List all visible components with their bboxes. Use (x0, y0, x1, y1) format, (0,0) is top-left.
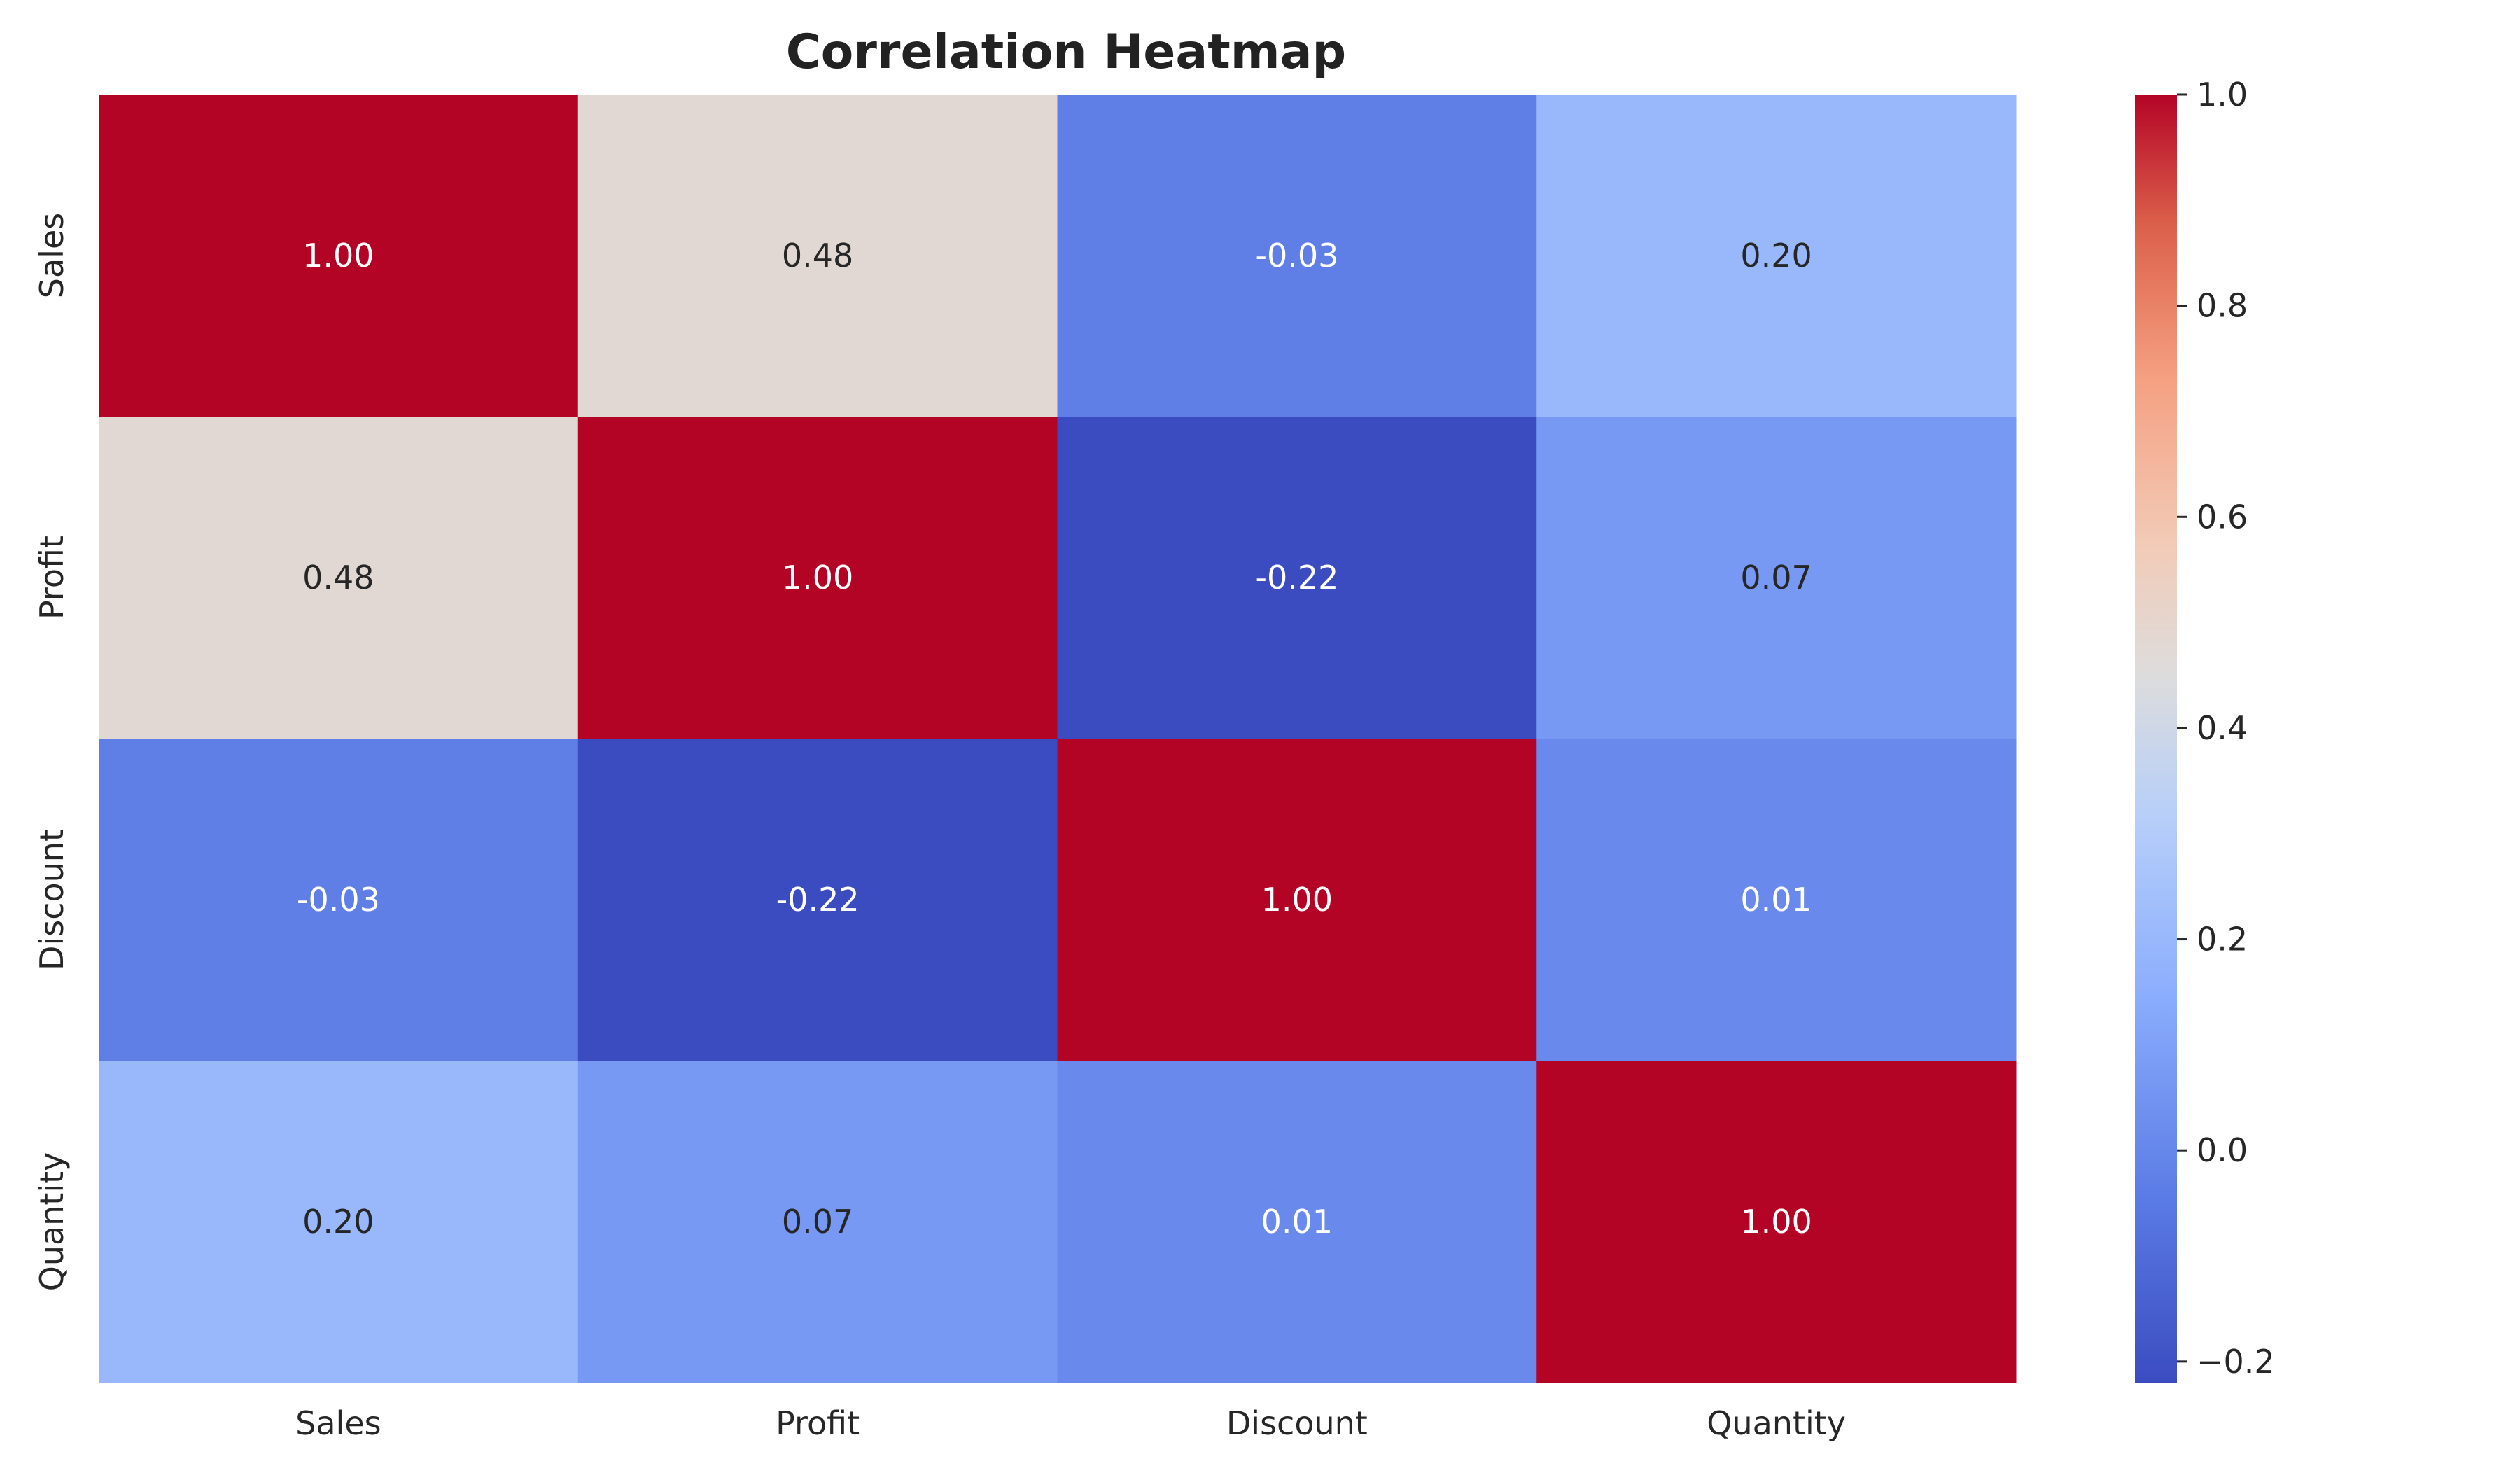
heatmap-cell-label: 0.20 (302, 1203, 374, 1241)
colorbar-tick-label: 0.8 (2197, 287, 2248, 325)
colorbar-ticks: 1.0 0.8 0.6 0.4 0.2 0.0 −0.2 (2177, 76, 2275, 1381)
heatmap-cell-label: 1.00 (1740, 1203, 1812, 1241)
x-tick-label: Quantity (1707, 1404, 1846, 1442)
heatmap-cell-profit-sales (99, 417, 579, 739)
heatmap-cell-sales-sales (99, 95, 579, 417)
heatmap-cell-sales-quantity (1536, 95, 2017, 417)
y-tick-label: Quantity (33, 1152, 71, 1292)
heatmap-cell-label: 0.01 (1740, 881, 1812, 919)
heatmap-cell-label: 0.48 (302, 559, 374, 596)
heatmap-cell-label: 0.07 (1740, 559, 1812, 596)
heatmap-cell-quantity-profit (578, 1061, 1058, 1383)
heatmap-cell-discount-profit (578, 739, 1058, 1061)
y-tick-label: Sales (33, 213, 71, 298)
heatmap-cell-label: -0.22 (776, 881, 860, 919)
heatmap-cell-discount-quantity (1536, 739, 2017, 1061)
heatmap-cell-profit-quantity (1536, 417, 2017, 739)
heatmap-cells (99, 95, 2017, 1383)
heatmap-cell-quantity-sales (99, 1061, 579, 1383)
x-tick-label: Discount (1226, 1404, 1368, 1442)
y-tick-label: Profit (33, 536, 71, 620)
heatmap-cell-label: 1.00 (782, 559, 853, 596)
colorbar-tick-label: −0.2 (2197, 1343, 2275, 1381)
colorbar-tick-label: 0.4 (2197, 709, 2248, 747)
heatmap-cell-label: -0.03 (297, 881, 380, 919)
heatmap-cell-quantity-quantity (1536, 1061, 2017, 1383)
colorbar-tick-label: 1.0 (2197, 76, 2248, 113)
x-tick-label: Sales (295, 1404, 381, 1442)
heatmap-cell-quantity-discount (1057, 1061, 1537, 1383)
colorbar-gradient (2135, 95, 2177, 1383)
heatmap-cell-profit-discount (1057, 417, 1537, 739)
heatmap-cell-discount-discount (1057, 739, 1537, 1061)
heatmap-cell-label: 0.01 (1261, 1203, 1333, 1241)
heatmap-cell-sales-discount (1057, 95, 1537, 417)
x-axis-ticks: Sales Profit Discount Quantity (295, 1404, 1846, 1442)
heatmap-cell-profit-profit (578, 417, 1058, 739)
colorbar-tick-label: 0.2 (2197, 921, 2248, 958)
colorbar-tick-label: 0.0 (2197, 1131, 2248, 1169)
heatmap-cell-label: 0.07 (782, 1203, 853, 1241)
y-axis-ticks: Sales Profit Discount Quantity (33, 213, 71, 1292)
heatmap-cell-label: 0.20 (1740, 237, 1812, 274)
heatmap-cell-label: 1.00 (1261, 881, 1333, 919)
heatmap-cell-sales-profit (578, 95, 1058, 417)
heatmap-cell-label: 1.00 (302, 237, 374, 274)
chart-title: Correlation Heatmap (786, 25, 1346, 80)
colorbar-tick-label: 0.6 (2197, 498, 2248, 536)
colorbar: 1.0 0.8 0.6 0.4 0.2 0.0 −0.2 (2135, 76, 2275, 1383)
x-tick-label: Profit (776, 1404, 860, 1442)
heatmap-cell-label: -0.22 (1255, 559, 1338, 596)
y-tick-label: Discount (33, 829, 71, 970)
heatmap-cell-labels: 1.00 0.48 -0.03 0.20 0.48 1.00 -0.22 0.07 -0.03 -… (297, 237, 1812, 1241)
heatmap-cell-discount-sales (99, 739, 579, 1061)
heatmap-cell-label: -0.03 (1255, 237, 1338, 274)
heatmap-cell-label: 0.48 (782, 237, 853, 274)
